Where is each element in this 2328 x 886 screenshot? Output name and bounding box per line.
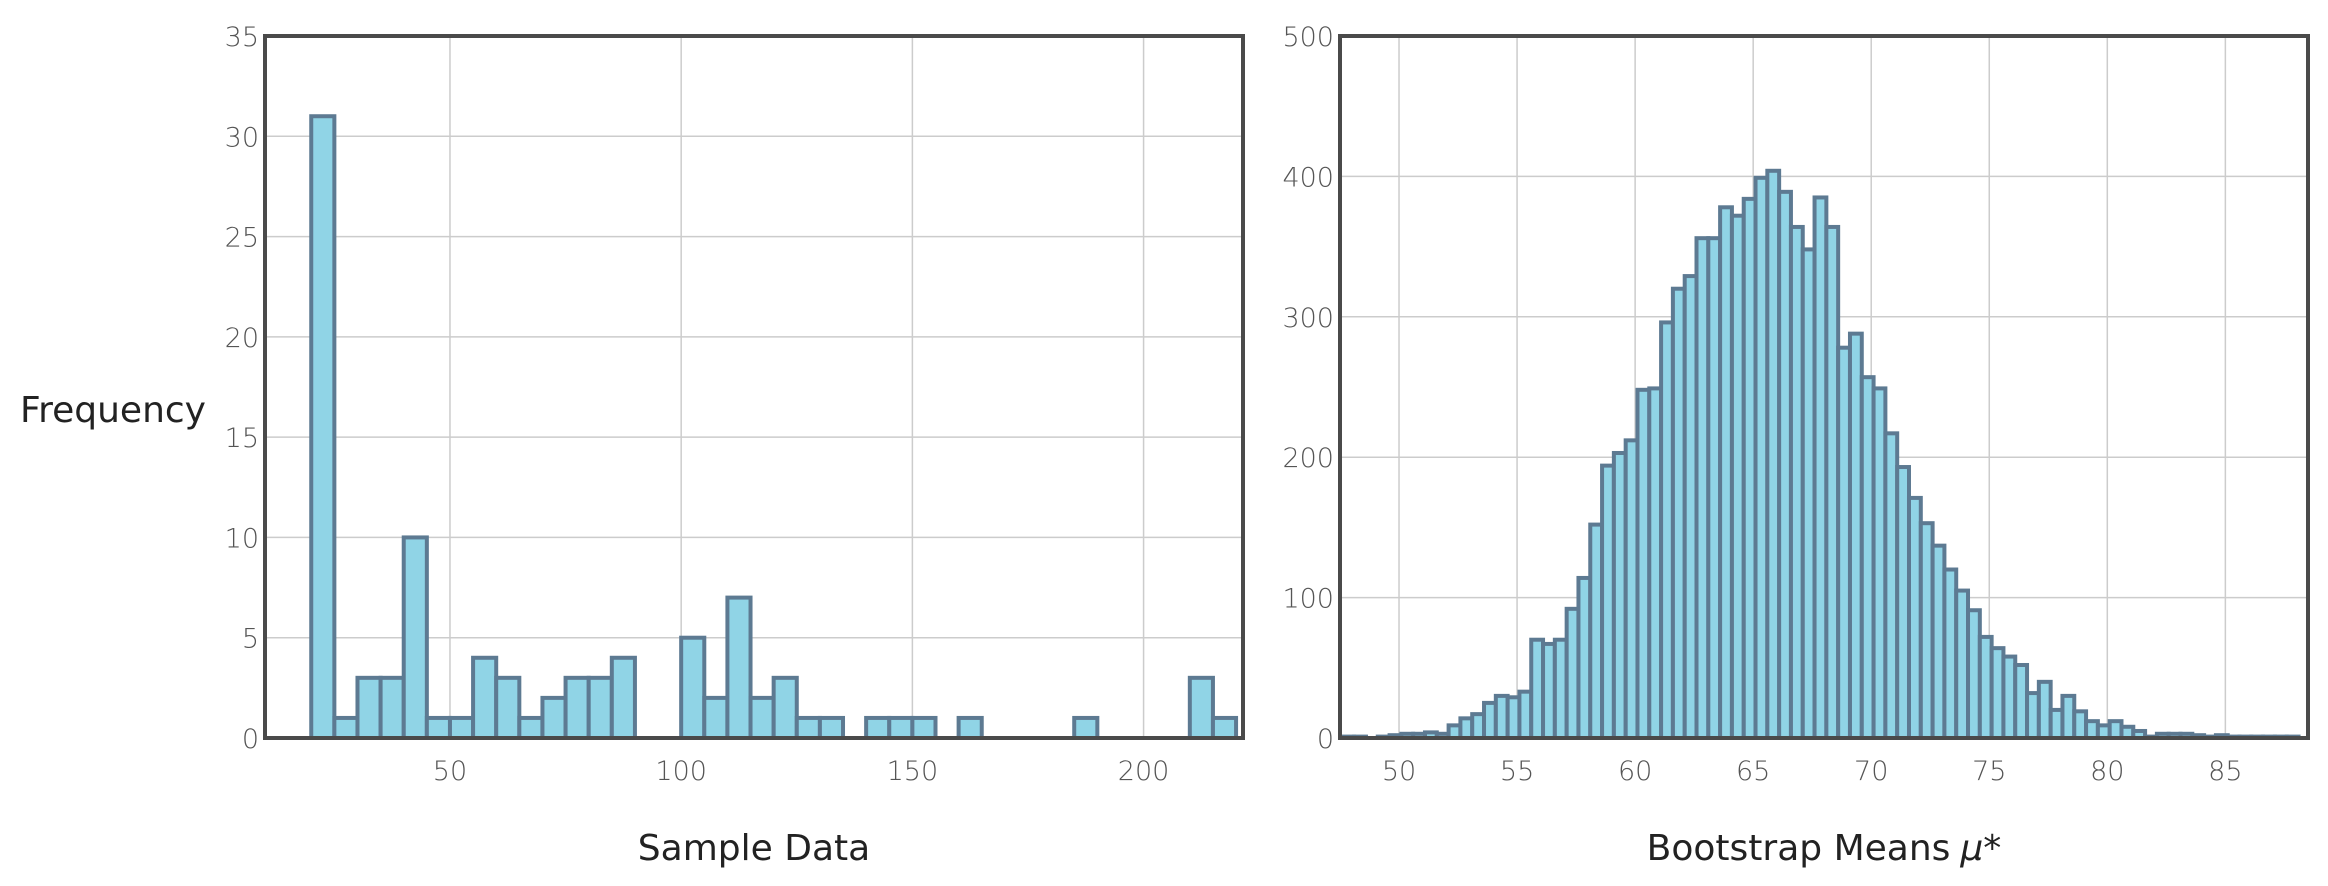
- x-tick-label: 50: [433, 756, 467, 787]
- y-tick-label: 0: [242, 724, 259, 755]
- histogram-bar: [447, 715, 476, 741]
- histogram-bar: [378, 675, 406, 740]
- y-tick-label: 500: [1282, 22, 1334, 53]
- histogram-bar: [817, 715, 846, 741]
- x-tick-label: 150: [887, 756, 939, 787]
- histogram-bar: [864, 715, 892, 741]
- y-tick-label: 5: [242, 624, 259, 655]
- histogram-bar: [702, 695, 730, 741]
- y-tick-label: 25: [225, 223, 259, 254]
- histogram-bar: [771, 675, 799, 740]
- x-tick-label: 50: [1382, 756, 1416, 787]
- x-tick-label: 80: [2090, 756, 2124, 787]
- histogram-bar: [1210, 715, 1239, 741]
- y-tick-label: 15: [225, 423, 259, 454]
- right-plot-frame: [1338, 34, 2310, 740]
- y-tick-label: 20: [225, 323, 259, 354]
- histogram-bar: [748, 695, 776, 741]
- histogram-bar: [679, 635, 707, 741]
- y-tick-label: 300: [1282, 303, 1334, 334]
- histogram-bar: [401, 535, 429, 741]
- left-y-tick-labels: 0 5 10 15 20 25 30 35: [225, 22, 259, 755]
- histogram-bar: [1187, 675, 1215, 740]
- histogram-bar: [1072, 715, 1100, 741]
- histogram-bar: [424, 715, 452, 741]
- x-tick-label: 55: [1500, 756, 1534, 787]
- right-bars: [1340, 168, 2301, 741]
- y-tick-label: 0: [1317, 724, 1334, 755]
- left-plot-frame: [263, 34, 1245, 740]
- histogram-bar: [494, 675, 522, 740]
- y-tick-label: 10: [225, 523, 259, 554]
- histogram-bar: [309, 114, 337, 740]
- left-x-axis-label: Sample Data: [638, 828, 870, 869]
- histogram-bar: [910, 715, 938, 741]
- histogram-bar: [332, 715, 360, 741]
- sample-data-histogram: 50 100 150 200 0 5 10 15 20 25 30 35 Sample Data F…: [20, 22, 1245, 869]
- left-y-axis-label: Frequency: [20, 390, 206, 431]
- y-tick-label: 100: [1282, 584, 1334, 615]
- y-tick-label: 400: [1282, 162, 1334, 193]
- left-x-tick-labels: 50 100 150 200: [433, 756, 1170, 787]
- histogram-bar: [887, 715, 915, 741]
- histogram-bar: [586, 675, 614, 740]
- x-tick-label: 60: [1618, 756, 1652, 787]
- right-y-tick-labels: 0 100 200 300 400 500: [1282, 22, 1334, 755]
- histogram-bar: [609, 655, 637, 740]
- histogram-bar: [540, 695, 568, 741]
- x-tick-label: 85: [2208, 756, 2242, 787]
- histogram-bar: [794, 715, 822, 741]
- y-tick-label: 35: [225, 22, 259, 53]
- y-tick-label: 30: [225, 122, 259, 153]
- right-x-tick-labels: 50 55 60 65 70 75 80 85: [1382, 756, 2243, 787]
- x-tick-label: 75: [1972, 756, 2006, 787]
- x-tick-label: 65: [1736, 756, 1770, 787]
- x-tick-label: 70: [1854, 756, 1888, 787]
- x-tick-label: 100: [655, 756, 707, 787]
- right-x-axis-label: Bootstrap Means μ*: [1647, 828, 2002, 869]
- right-x-axis-label-text: Bootstrap Means: [1647, 828, 1951, 869]
- bootstrap-means-histogram: 50 55 60 65 70 75 80 85 0 100 200 300 400 500 Bootst…: [1282, 22, 2310, 869]
- histogram-bar: [956, 715, 984, 741]
- x-tick-label: 200: [1118, 756, 1170, 787]
- histogram-bar: [517, 715, 545, 741]
- y-tick-label: 200: [1282, 443, 1334, 474]
- right-x-axis-label-symbol: μ*: [1959, 828, 2001, 869]
- histogram-bar: [355, 675, 383, 740]
- histogram-bar: [563, 675, 591, 740]
- histogram-bar: [725, 595, 753, 740]
- histogram-bar: [471, 655, 499, 740]
